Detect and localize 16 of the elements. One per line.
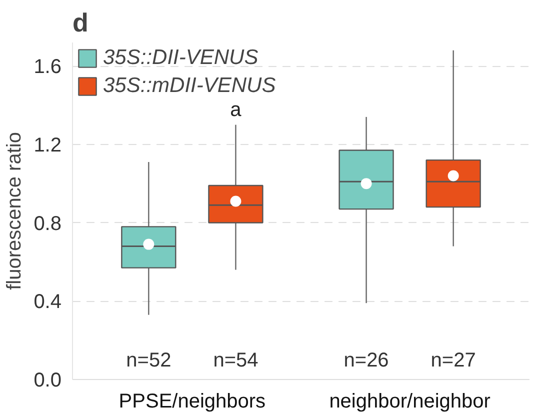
y-axis-title: fluorescence ratio — [4, 132, 26, 290]
annotation: n=54 — [213, 350, 258, 372]
y-tick-label: 1.2 — [34, 134, 62, 156]
annotation: n=27 — [430, 350, 476, 372]
annotation: n=52 — [126, 350, 172, 372]
annotation: a — [230, 98, 242, 121]
y-tick-label: 0.4 — [34, 291, 62, 314]
y-tick-label: 1.6 — [34, 56, 62, 78]
y-tick-label: 0.8 — [34, 212, 62, 235]
chart-title: d — [72, 8, 88, 38]
annotation: n=26 — [344, 350, 389, 372]
x-tick-label: PPSE/neighbors — [118, 390, 266, 412]
y-tick-label: 0.0 — [34, 370, 62, 392]
x-tick-label: neighbor/neighbor — [329, 390, 491, 412]
legend-label: 35S::DII-VENUS — [103, 46, 258, 70]
legend-label: 35S::mDII-VENUS — [103, 74, 276, 98]
